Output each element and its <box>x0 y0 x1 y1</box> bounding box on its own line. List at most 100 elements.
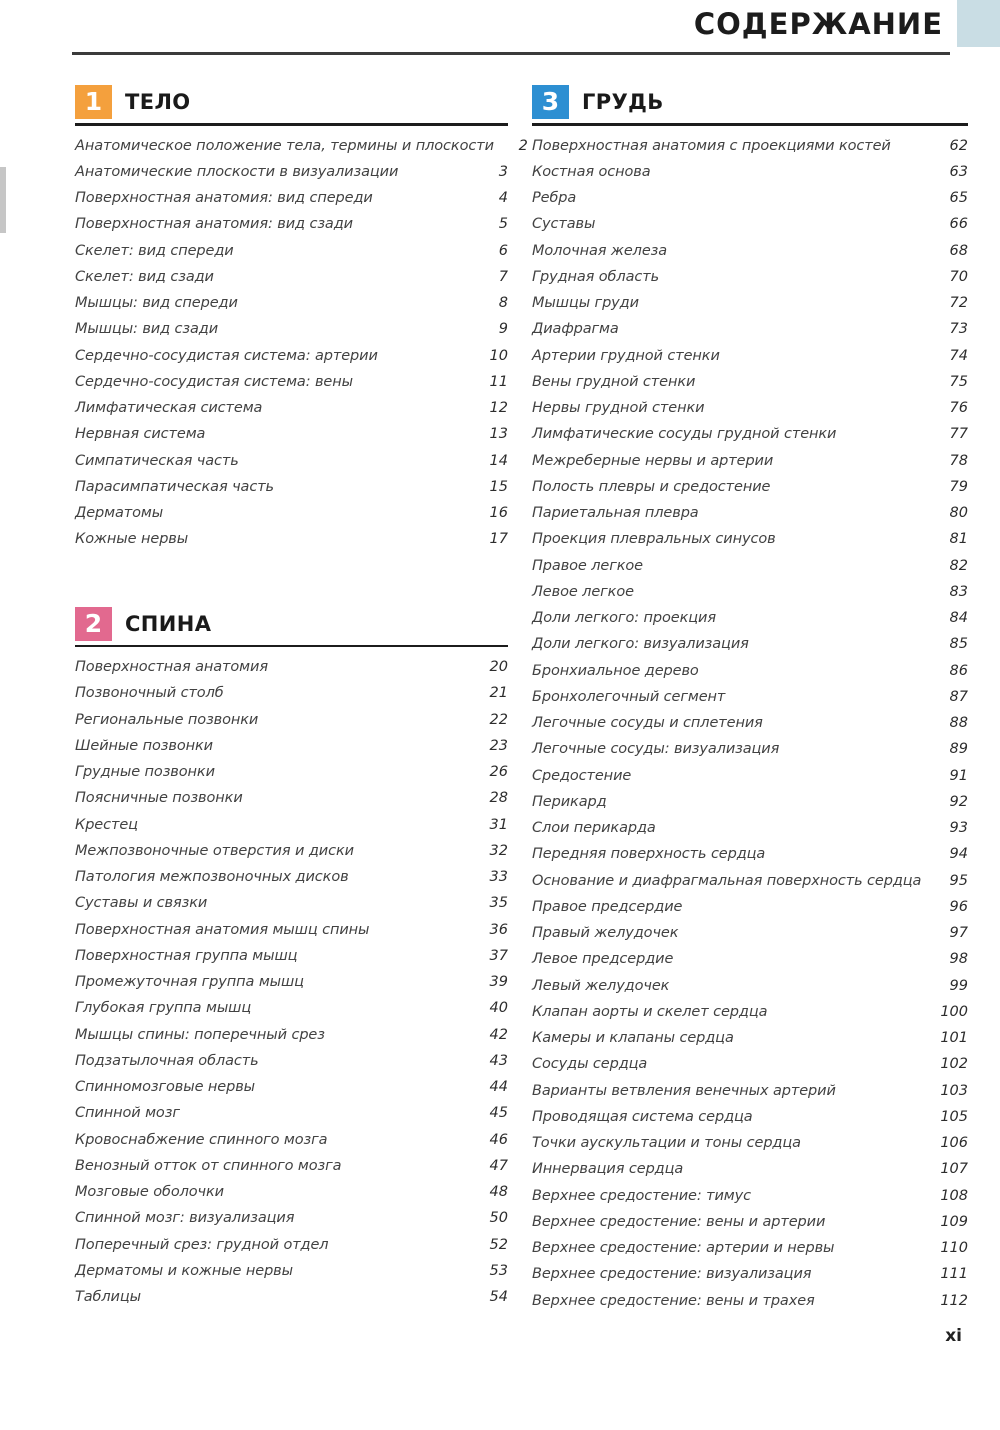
section-number-badge: 3 <box>532 85 569 119</box>
toc-entry-label: Мышцы: вид сзади <box>75 321 219 338</box>
toc-entry-page: 32 <box>489 842 508 859</box>
toc-entry-label: Грудные позвонки <box>75 764 215 780</box>
toc-entry-page: 10 <box>489 347 508 364</box>
toc-entry-page: 85 <box>949 636 968 653</box>
toc-entry-label: Правый желудочек <box>532 925 679 941</box>
toc-entry: Мышцы: вид сзади 9 <box>75 316 508 342</box>
section-rule <box>75 123 508 126</box>
toc-entry-page: 75 <box>949 373 968 390</box>
toc-entry: Сердечно-сосудистая система: вены 11 <box>75 369 508 395</box>
toc-entry: Варианты ветвления венечных артерий 103 <box>532 1078 968 1104</box>
toc-entry-page: 107 <box>940 1161 968 1178</box>
toc-entry-label: Камеры и клапаны сердца <box>532 1030 734 1046</box>
toc-entry: Диафрагма 73 <box>532 316 968 342</box>
toc-entry: Верхнее средостение: вены и артерии 109 <box>532 1209 968 1235</box>
toc-entry-page: 17 <box>489 531 508 548</box>
toc-entry: Глубокая группа мышц 40 <box>75 995 508 1021</box>
toc-entry: Поясничные позвонки 28 <box>75 785 508 811</box>
toc-entry: Промежуточная группа мышц 39 <box>75 969 508 995</box>
toc-list: Поверхностная анатомия с проекциями кост… <box>532 133 968 1314</box>
toc-entry: Полость плевры и средостение 79 <box>532 474 968 500</box>
header-rule <box>72 52 950 55</box>
toc-entry-page: 62 <box>949 137 968 154</box>
toc-entry-label: Левое предсердие <box>532 951 674 968</box>
toc-entry: Кровоснабжение спинного мозга 46 <box>75 1127 508 1153</box>
toc-entry-page: 110 <box>940 1240 968 1256</box>
right-column: 3 ГРУДЬ Поверхностная анатомия с проекци… <box>532 84 968 1314</box>
toc-entry: Патология межпозвоночных дисков 33 <box>75 864 508 890</box>
toc-entry-label: Бронхиальное дерево <box>532 662 699 679</box>
toc-entry-page: 31 <box>489 816 508 833</box>
toc-entry-page: 79 <box>949 478 968 495</box>
toc-section-spina: 2 СПИНА Поверхностная анатомия 20 Позвоноч… <box>75 606 508 1311</box>
toc-entry: Таблицы 54 <box>75 1284 508 1310</box>
toc-entry-label: Точки аускультации и тоны сердца <box>532 1135 801 1151</box>
toc-entry-page: 46 <box>489 1131 508 1148</box>
toc-entry-label: Правое предсердие <box>532 898 683 915</box>
toc-entry-label: Спинной мозг <box>75 1105 180 1122</box>
toc-entry: Верхнее средостение: тимус 108 <box>532 1183 968 1209</box>
toc-entry: Нервная система 13 <box>75 421 508 447</box>
toc-entry-page: 77 <box>949 426 968 443</box>
toc-entry: Передняя поверхность сердца 94 <box>532 841 968 867</box>
toc-entry-page: 33 <box>489 869 508 885</box>
toc-entry-label: Парасимпатическая часть <box>75 478 275 495</box>
toc-entry-page: 50 <box>489 1210 508 1227</box>
toc-entry-page: 108 <box>940 1187 968 1204</box>
folio-page-number: xi <box>945 1326 962 1346</box>
toc-entry-page: 2 <box>518 137 528 154</box>
toc-entry-label: Поперечный срез: грудной отдел <box>75 1236 329 1253</box>
toc-entry-label: Поверхностная анатомия: вид спереди <box>75 190 373 206</box>
toc-entry-label: Глубокая группа мышц <box>75 1000 252 1017</box>
toc-entry-label: Проекция плевральных синусов <box>532 531 776 548</box>
toc-entry: Грудная область 70 <box>532 264 968 290</box>
toc-entry: Верхнее средостение: вены и трахея 112 <box>532 1288 968 1314</box>
toc-entry: Поверхностная анатомия 20 <box>75 654 508 680</box>
toc-entry-page: 36 <box>489 921 508 938</box>
toc-entry-page: 105 <box>940 1108 968 1125</box>
toc-entry-page: 99 <box>949 977 968 994</box>
toc-entry-page: 26 <box>489 764 508 780</box>
toc-entry-page: 96 <box>949 898 968 915</box>
toc-entry-label: Поверхностная анатомия с проекциями кост… <box>532 137 891 154</box>
toc-entry-label: Межреберные нервы и артерии <box>532 452 774 469</box>
toc-entry: Межреберные нервы и артерии 78 <box>532 448 968 474</box>
toc-entry-page: 76 <box>949 400 968 416</box>
toc-entry: Сосуды сердца 102 <box>532 1051 968 1077</box>
toc-entry-label: Кровоснабжение спинного мозга <box>75 1131 328 1148</box>
toc-entry-page: 16 <box>489 505 508 521</box>
toc-entry-page: 20 <box>489 659 508 675</box>
toc-entry-page: 98 <box>949 951 968 968</box>
toc-entry-page: 9 <box>498 321 508 338</box>
toc-entry-label: Поверхностная анатомия <box>75 659 268 675</box>
toc-entry: Спинномозговые нервы 44 <box>75 1074 508 1100</box>
toc-entry: Бронхиальное дерево 86 <box>532 658 968 684</box>
toc-entry: Правое предсердие 96 <box>532 894 968 920</box>
section-header: 2 СПИНА <box>75 606 508 642</box>
toc-entry-page: 6 <box>498 242 508 259</box>
toc-entry-label: Кожные нервы <box>75 531 189 548</box>
toc-entry-label: Основание и диафрагмальная поверхность с… <box>532 872 922 889</box>
toc-entry: Дерматомы 16 <box>75 500 508 526</box>
toc-entry-label: Верхнее средостение: артерии и нервы <box>532 1240 835 1256</box>
toc-entry: Мозговые оболочки 48 <box>75 1179 508 1205</box>
toc-entry-page: 74 <box>949 347 968 364</box>
toc-entry-label: Верхнее средостение: вены и артерии <box>532 1213 826 1230</box>
toc-entry-label: Вены грудной стенки <box>532 373 696 390</box>
toc-entry-page: 66 <box>949 216 968 233</box>
toc-entry-label: Спинной мозг: визуализация <box>75 1210 295 1227</box>
toc-entry-label: Анатомические плоскости в визуализации <box>75 163 399 180</box>
toc-entry-page: 82 <box>949 557 968 574</box>
toc-entry: Правое легкое 82 <box>532 553 968 579</box>
toc-entry-label: Дерматомы <box>75 505 164 521</box>
toc-section-grud: 3 ГРУДЬ Поверхностная анатомия с проекци… <box>532 84 968 1314</box>
toc-entry-page: 84 <box>949 610 968 626</box>
toc-entry: Суставы и связки 35 <box>75 890 508 916</box>
toc-entry-label: Позвоночный столб <box>75 685 224 702</box>
toc-entry: Париетальная плевра 80 <box>532 500 968 526</box>
toc-entry-page: 11 <box>489 373 508 390</box>
toc-entry: Доли легкого: визуализация 85 <box>532 631 968 657</box>
toc-entry-page: 89 <box>949 741 968 758</box>
toc-entry: Мышцы спины: поперечный срез 42 <box>75 1022 508 1048</box>
scan-edge-artifact <box>0 167 6 233</box>
